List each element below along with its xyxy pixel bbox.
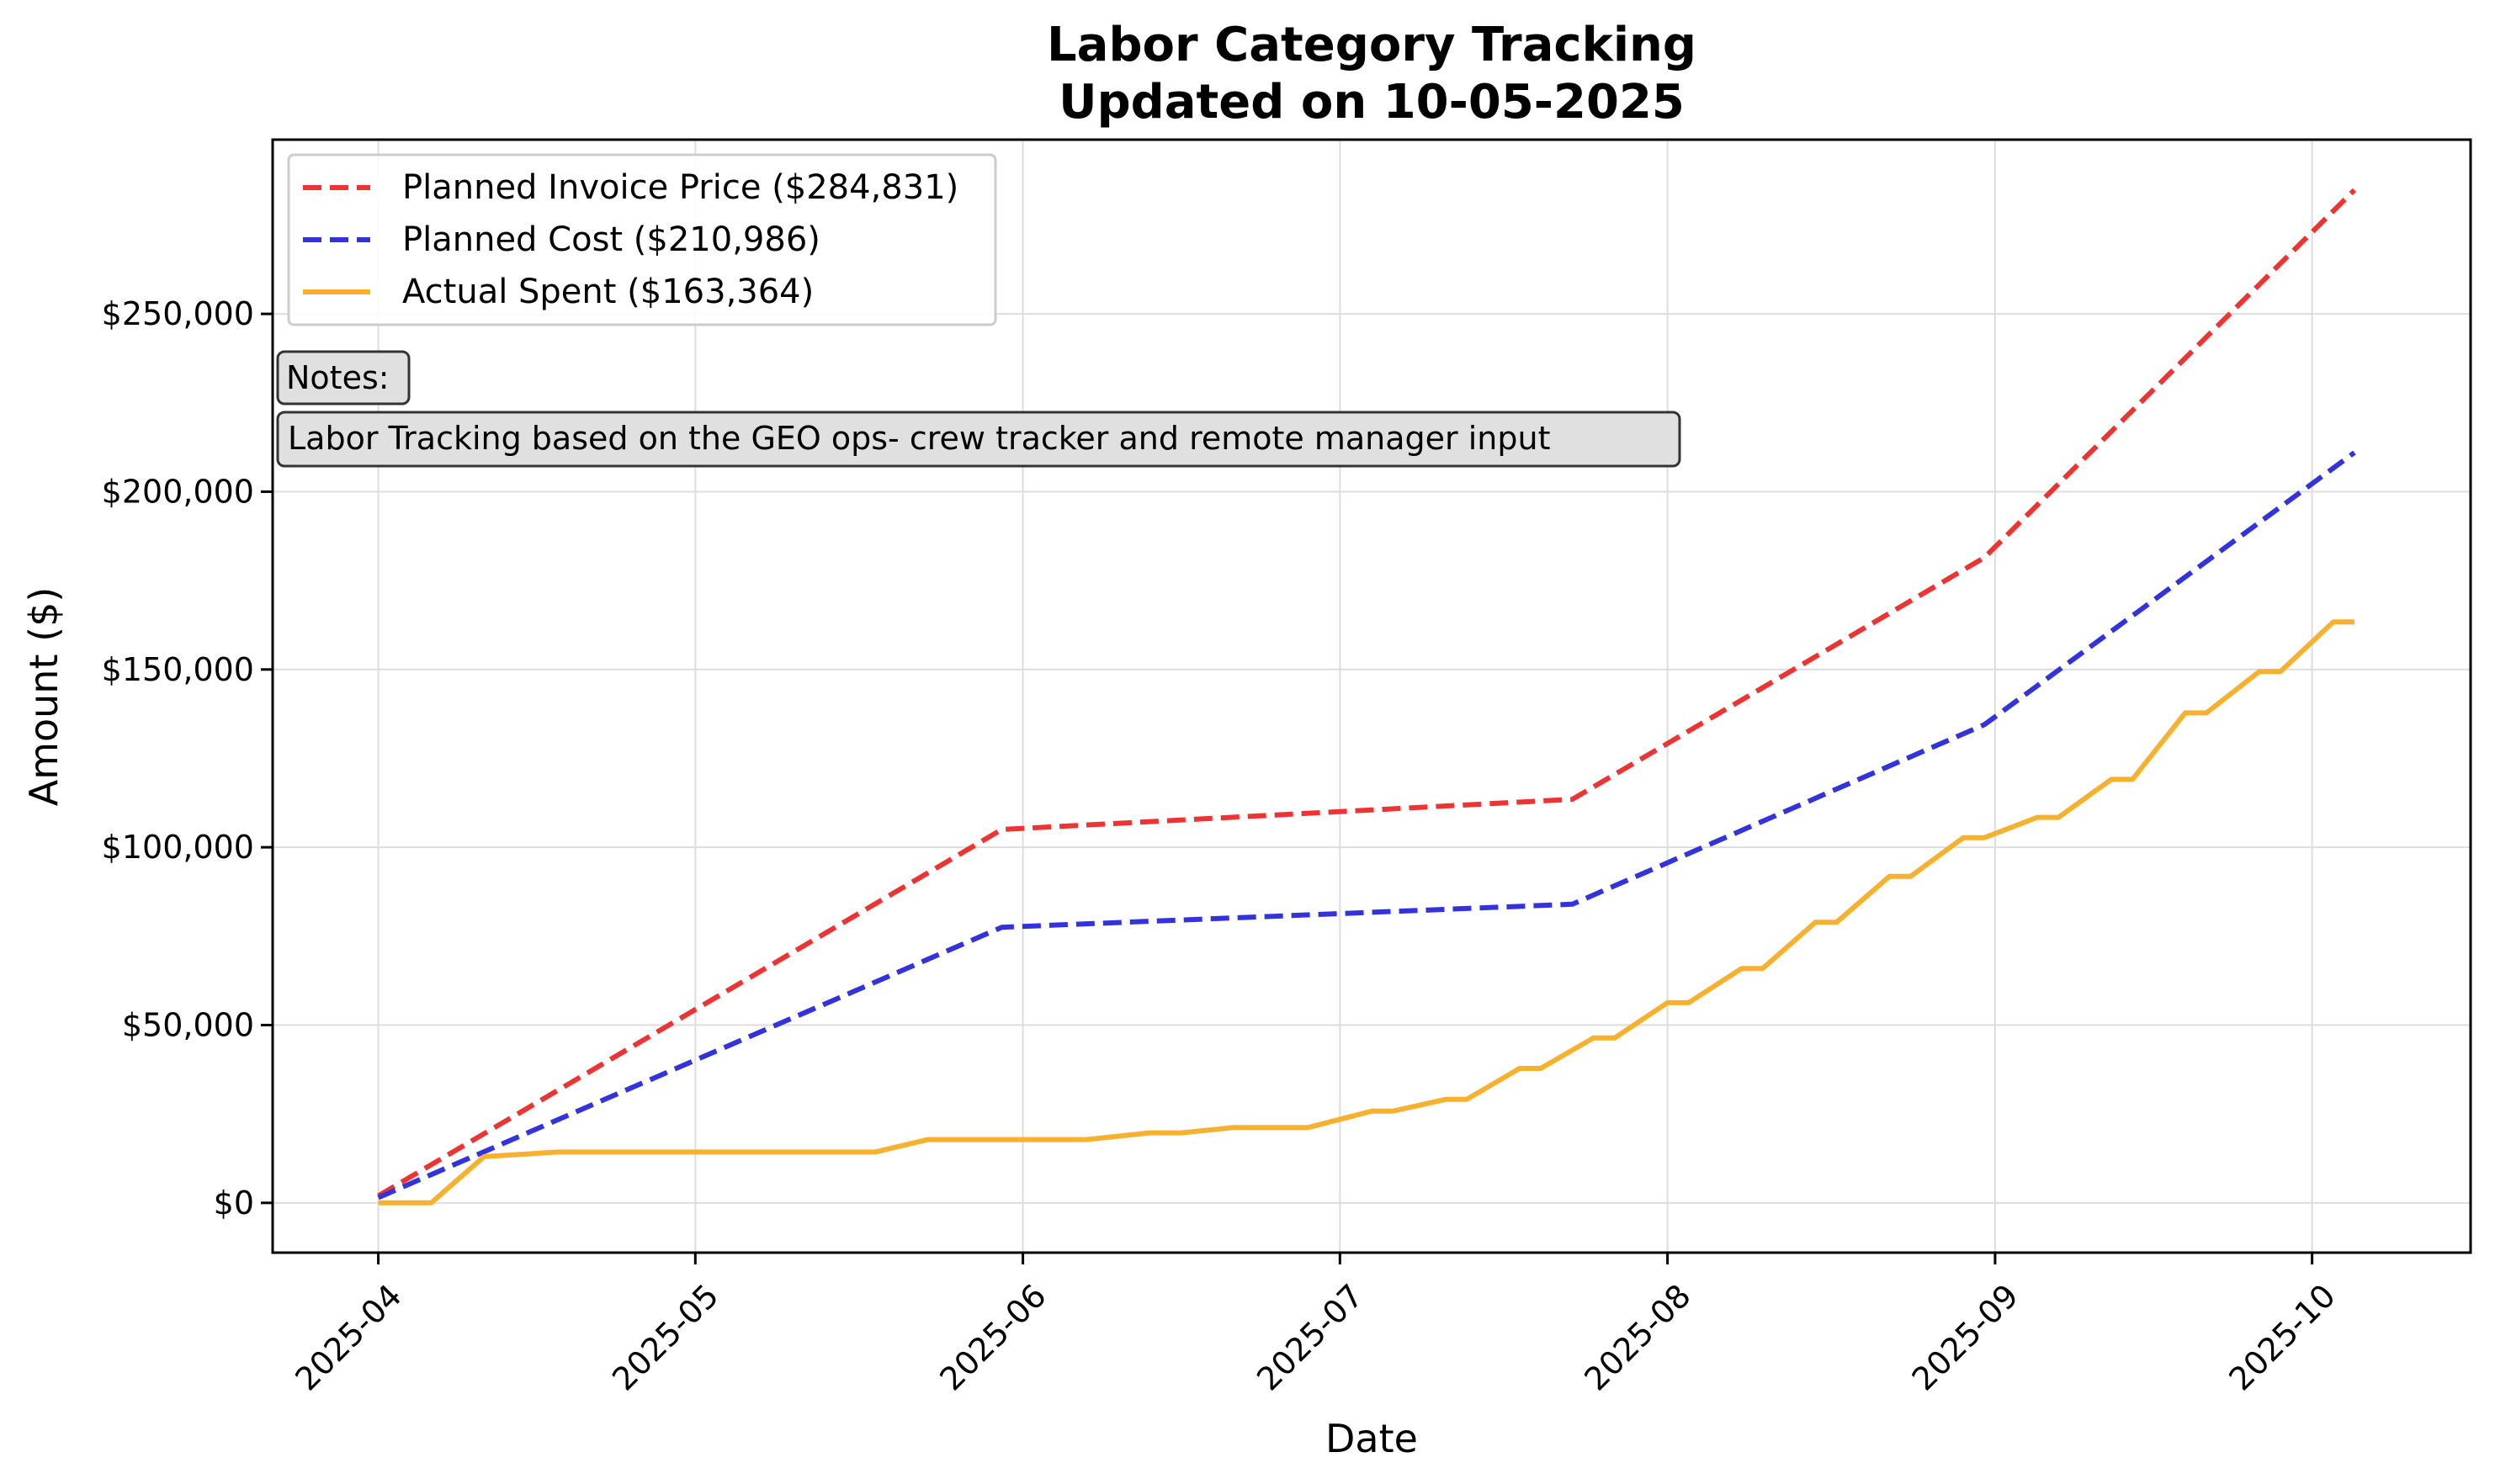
legend-label-actual-spent: Actual Spent ($163,364) (402, 273, 814, 311)
y-tick-label: $200,000 (102, 473, 254, 510)
x-tick-label: 2025-04 (288, 1277, 408, 1397)
notes-heading-box (276, 350, 411, 405)
legend-box (287, 153, 997, 326)
notes-text-box (276, 411, 1681, 468)
x-tick-label: 2025-10 (2222, 1277, 2342, 1397)
x-tick-label: 2025-07 (1250, 1277, 1370, 1397)
y-tick-label: $100,000 (102, 829, 254, 866)
y-tick-label: $150,000 (102, 651, 254, 688)
y-tick-label: $50,000 (122, 1006, 254, 1043)
y-tick-label: $0 (214, 1185, 254, 1222)
x-tick-label: 2025-05 (605, 1277, 725, 1397)
x-tick-label: 2025-09 (1905, 1277, 2025, 1397)
y-tick-label: $250,000 (102, 295, 254, 332)
x-tick-label: 2025-06 (932, 1277, 1053, 1397)
y-axis-label: Amount ($) (21, 587, 66, 807)
chart-subtitle: Updated on 10-05-2025 (1059, 75, 1685, 130)
x-tick-label: 2025-08 (1577, 1277, 1697, 1397)
x-axis-label: Date (1325, 1416, 1418, 1461)
plot-frame (271, 138, 2472, 1254)
chart-title: Labor Category Tracking (1047, 18, 1696, 72)
legend-label-planned-cost: Planned Cost ($210,986) (402, 220, 820, 259)
actual-spent-line (378, 619, 2354, 1206)
notes-text: Labor Tracking based on the GEO ops- cre… (288, 420, 1550, 457)
series-layer (377, 188, 2357, 1206)
planned-invoice-line (377, 188, 2357, 1198)
legend-label-planned-invoice: Planned Invoice Price ($284,831) (402, 168, 958, 207)
notes: Notes: Labor Tracking based on the GEO o… (276, 350, 1681, 468)
grid (273, 140, 2471, 1253)
notes-heading: Notes: (286, 359, 390, 396)
legend: Planned Invoice Price ($284,831) Planned… (287, 153, 997, 326)
planned-cost-line (377, 450, 2356, 1200)
